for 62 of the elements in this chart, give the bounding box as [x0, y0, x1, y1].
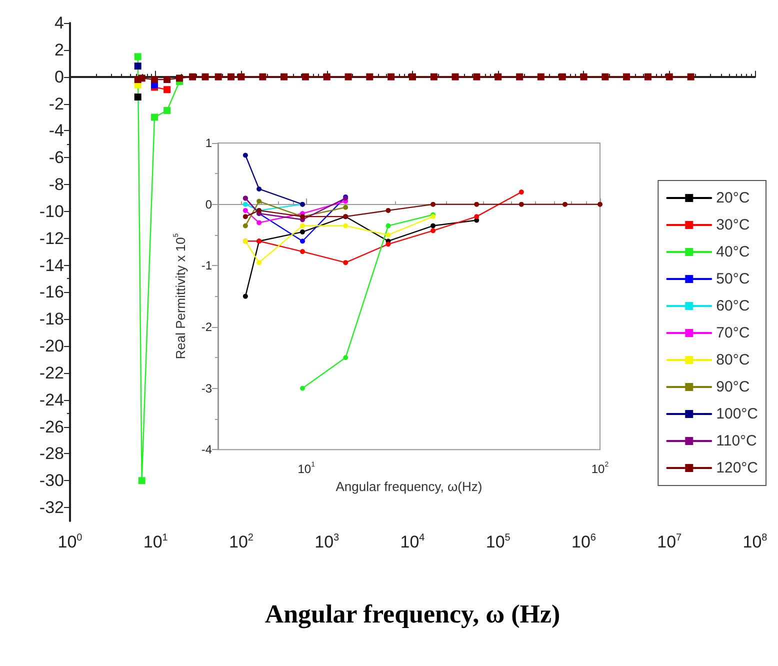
point — [386, 232, 391, 238]
legend-label: 60°C — [716, 298, 750, 314]
y-tick-label: -2 — [201, 320, 212, 334]
point — [300, 249, 306, 254]
y-tick-label: -1 — [201, 258, 212, 273]
point — [256, 186, 262, 192]
point — [343, 223, 348, 228]
point — [430, 223, 436, 228]
point — [386, 242, 391, 247]
y-tick-label: -14 — [39, 256, 64, 275]
y-tick-label: 0 — [205, 197, 212, 212]
y-tick-label: -30 — [39, 471, 64, 490]
y-tick-label: -24 — [39, 390, 64, 410]
point — [518, 190, 524, 195]
point — [343, 260, 348, 266]
point — [518, 202, 524, 207]
point — [386, 208, 391, 213]
x-axis-title: Angular frequency, ω (Hz) — [264, 600, 560, 628]
point — [430, 202, 436, 207]
legend-label: 80°C — [716, 352, 750, 368]
legend-label: 90°C — [716, 378, 750, 396]
y-tick-label: -22 — [39, 363, 64, 382]
y-tick-label: -20 — [39, 336, 64, 356]
point — [256, 260, 262, 266]
y-tick-label: -4 — [48, 121, 64, 140]
legend-label: 30°C — [716, 216, 750, 234]
legend-label: 100°C — [716, 406, 758, 422]
point — [256, 198, 262, 204]
point — [343, 204, 348, 210]
point — [343, 355, 348, 360]
legend-label: 120°C — [716, 460, 758, 476]
y-tick-label: -3 — [201, 381, 212, 396]
y-tick-label: -16 — [39, 282, 64, 302]
point — [256, 220, 262, 226]
point — [300, 386, 306, 391]
legend-label: 110°C — [716, 432, 758, 450]
y-tick-label: 2 — [54, 40, 64, 60]
y-tick-label: -2 — [48, 94, 64, 114]
point — [300, 223, 306, 228]
y-tick-label: -10 — [39, 202, 64, 221]
y-tick-label: -32 — [39, 498, 64, 518]
y-tick-label: -18 — [39, 310, 64, 329]
legend-label: 40°C — [716, 244, 750, 260]
point — [300, 229, 306, 234]
point — [300, 238, 306, 244]
y-tick-label: -28 — [39, 444, 64, 464]
legend-label: 70°C — [716, 324, 750, 342]
point — [386, 223, 391, 228]
point — [474, 202, 480, 207]
point — [474, 214, 480, 220]
y-tick-label: -26 — [39, 417, 64, 436]
y-tick-label: -12 — [39, 228, 64, 248]
y-tick-label: -8 — [48, 175, 64, 194]
y-tick-label: 0 — [54, 67, 64, 86]
y-tick-label: 1 — [205, 136, 212, 150]
point — [430, 228, 436, 234]
y-tick-label: -6 — [48, 148, 64, 168]
legend-label: 50°C — [716, 270, 750, 288]
y-tick-label: -4 — [201, 442, 212, 457]
y-tick-label: 4 — [54, 14, 64, 32]
x-axis-title: Angular frequency, ω(Hz) — [336, 479, 482, 494]
legend-label: 20°C — [716, 190, 750, 206]
